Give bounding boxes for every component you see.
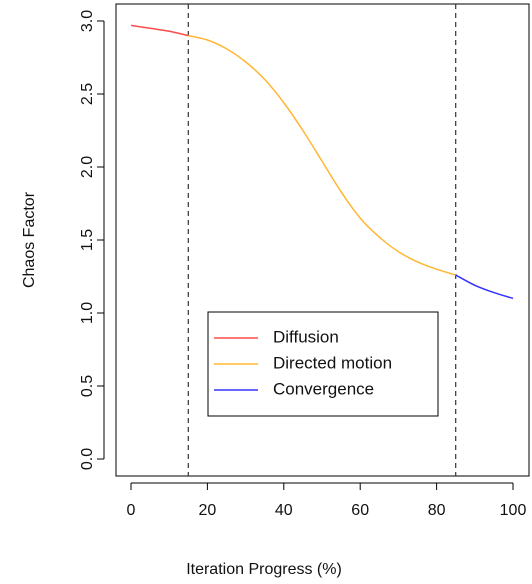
y-tick-label: 0.0 — [79, 448, 96, 470]
series-line-convergence — [455, 274, 514, 300]
y-axis-label: Chaos Factor — [21, 191, 38, 288]
y-tick-label: 1.5 — [79, 229, 96, 251]
x-tick-label: 0 — [127, 502, 136, 519]
y-tick-label: 0.5 — [79, 375, 96, 397]
x-tick-label: 40 — [275, 502, 293, 519]
legend-label-convergence: Convergence — [273, 379, 374, 398]
plot-frame — [115, 3, 530, 477]
legend-label-diffusion: Diffusion — [273, 327, 339, 346]
x-tick-label: 80 — [428, 502, 446, 519]
series-group — [130, 24, 514, 300]
x-tick-label: 100 — [500, 502, 527, 519]
series-line-diffusion — [130, 24, 189, 37]
x-tick-label: 20 — [199, 502, 217, 519]
y-tick-label: 2.5 — [79, 83, 96, 105]
y-tick-label: 3.0 — [79, 10, 96, 32]
reference-lines — [187, 4, 457, 476]
x-axis-label: Iteration Progress (%) — [186, 561, 342, 578]
y-tick-label: 1.0 — [79, 302, 96, 324]
legend: Diffusion Directed motion Convergence — [207, 311, 439, 417]
x-tick-label: 60 — [351, 502, 369, 519]
series-line-directed-motion — [188, 34, 456, 276]
legend-label-directed-motion: Directed motion — [273, 353, 392, 372]
x-axis: 0 20 40 60 80 100 — [127, 482, 527, 519]
y-tick-label: 2.0 — [79, 156, 96, 178]
y-axis: 0.0 0.5 1.0 1.5 2.0 2.5 3.0 — [79, 10, 105, 470]
